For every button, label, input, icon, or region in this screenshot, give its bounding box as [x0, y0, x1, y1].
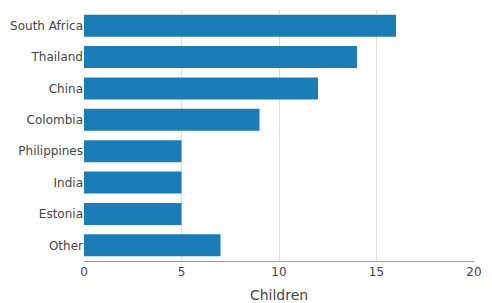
svg-text:Other: Other: [49, 239, 83, 253]
svg-text:15: 15: [369, 265, 384, 279]
svg-text:India: India: [54, 176, 83, 190]
svg-text:South Africa: South Africa: [10, 19, 83, 33]
svg-text:China: China: [49, 82, 83, 96]
svg-text:Children: Children: [250, 287, 308, 303]
svg-text:10: 10: [271, 265, 286, 279]
svg-text:Colombia: Colombia: [27, 113, 83, 127]
svg-text:Philippines: Philippines: [18, 144, 83, 158]
svg-text:5: 5: [178, 265, 186, 279]
svg-text:Estonia: Estonia: [39, 207, 83, 221]
svg-text:20: 20: [466, 265, 481, 279]
svg-text:Thailand: Thailand: [30, 50, 83, 64]
svg-text:0: 0: [80, 265, 88, 279]
